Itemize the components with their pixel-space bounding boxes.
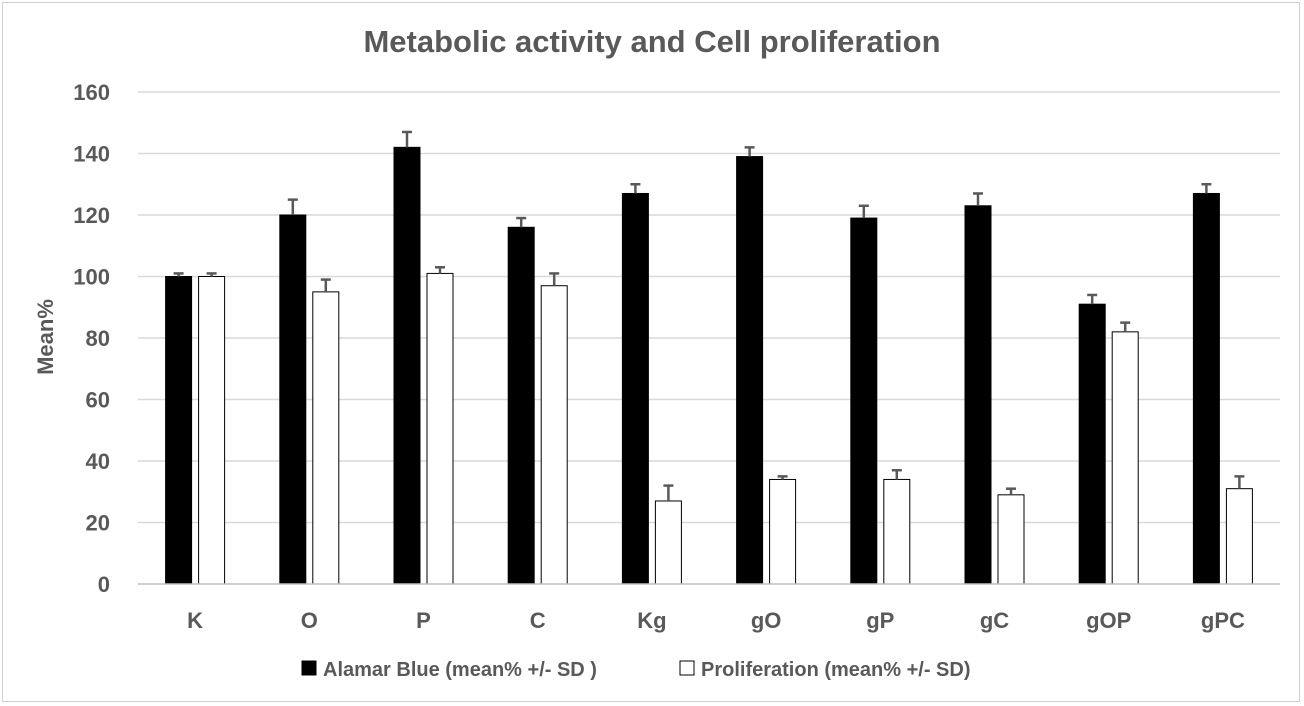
bar-proliferation — [312, 291, 340, 585]
x-tick-label: C — [530, 608, 546, 633]
bar-proliferation — [198, 276, 226, 585]
x-tick-label: P — [416, 608, 431, 633]
bar-proliferation — [1225, 488, 1253, 585]
y-axis-ticks: 0 20 40 60 80 100 120 140 160 — [73, 80, 110, 597]
bar-alamar-blue — [393, 146, 421, 585]
y-tick-label: 0 — [98, 572, 110, 597]
x-tick-label: gO — [751, 608, 782, 633]
bar-proliferation — [540, 285, 568, 585]
y-tick-label: 140 — [73, 142, 110, 167]
x-axis-ticks: K O P C Kg gO gP gC gOP gPC — [187, 608, 1245, 633]
gridlines — [138, 91, 1280, 524]
x-tick-label: Kg — [637, 608, 666, 633]
legend-label-proliferation: Proliferation (mean% +/- SD) — [701, 659, 971, 681]
y-tick-label: 100 — [73, 265, 110, 290]
x-tick-label: gPC — [1201, 608, 1245, 633]
bar-alamar-blue — [279, 214, 307, 585]
x-tick-label: K — [187, 608, 203, 633]
legend-swatch-alamar-blue — [301, 660, 317, 676]
y-tick-label: 80 — [86, 326, 110, 351]
bar-proliferation — [997, 494, 1025, 585]
y-tick-label: 40 — [86, 449, 110, 474]
x-tick-label: gOP — [1086, 608, 1131, 633]
bar-alamar-blue — [165, 276, 193, 585]
bar-alamar-blue — [964, 205, 992, 585]
x-tick-label: gP — [866, 608, 894, 633]
y-tick-label: 20 — [86, 511, 110, 536]
x-tick-label: O — [301, 608, 318, 633]
chart-title: Metabolic activity and Cell proliferatio… — [363, 24, 940, 59]
bar-proliferation — [654, 500, 682, 585]
bar-alamar-blue — [507, 226, 535, 585]
x-tick-label: gC — [980, 608, 1009, 633]
y-tick-label: 60 — [86, 388, 110, 413]
y-tick-label: 120 — [73, 203, 110, 228]
bar-alamar-blue — [621, 192, 649, 585]
bar-proliferation — [883, 478, 911, 585]
legend: Alamar Blue (mean% +/- SD ) Proliferatio… — [301, 659, 971, 681]
bars — [165, 130, 1253, 585]
bar-alamar-blue — [1192, 192, 1220, 585]
bar-alamar-blue — [736, 156, 764, 585]
bar-proliferation — [426, 272, 454, 585]
bar-proliferation — [1111, 331, 1139, 585]
legend-label-alamar-blue: Alamar Blue (mean% +/- SD ) — [323, 659, 597, 681]
bar-alamar-blue — [850, 217, 878, 585]
y-tick-label: 160 — [73, 80, 110, 105]
legend-swatch-proliferation — [679, 660, 695, 676]
bar-alamar-blue — [1078, 303, 1106, 585]
bar-proliferation — [769, 478, 797, 585]
y-axis-label: Mean% — [33, 299, 58, 375]
